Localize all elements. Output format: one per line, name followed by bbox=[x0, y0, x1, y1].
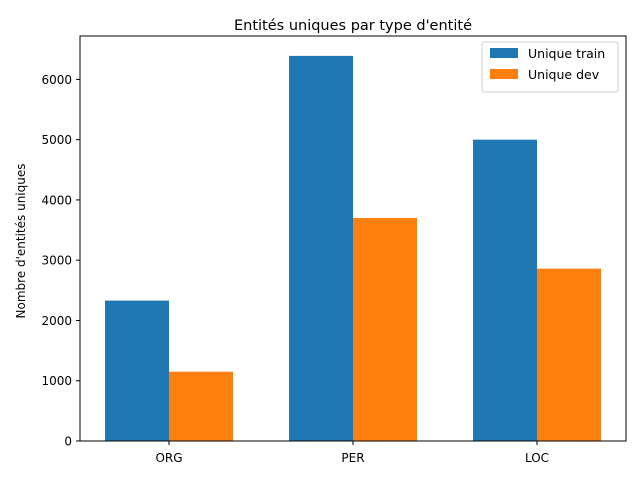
y-tick-label: 6000 bbox=[41, 73, 72, 87]
y-tick-label: 4000 bbox=[41, 193, 72, 207]
legend-label-dev: Unique dev bbox=[528, 67, 600, 82]
bar-per-train bbox=[289, 55, 353, 441]
y-tick-label: 3000 bbox=[41, 254, 72, 268]
y-axis-label: Nombre d'entités uniques bbox=[14, 164, 28, 319]
bars-layer bbox=[105, 55, 601, 442]
x-tick-label: LOC bbox=[525, 451, 549, 465]
bar-org-train bbox=[105, 300, 169, 441]
plot-frame bbox=[79, 35, 627, 442]
y-tick-label: 2000 bbox=[41, 314, 72, 328]
bar-per-dev bbox=[353, 218, 417, 441]
legend: Unique train Unique dev bbox=[481, 41, 619, 93]
bar-loc-train bbox=[473, 139, 537, 442]
y-tick-label: 0 bbox=[64, 435, 72, 449]
bar-loc-dev bbox=[537, 268, 601, 441]
legend-swatch-train bbox=[490, 48, 518, 58]
x-tick-label: PER bbox=[341, 451, 364, 465]
chart-title: Entités uniques par type d'entité bbox=[234, 18, 472, 34]
y-tick-label: 1000 bbox=[41, 374, 72, 388]
y-tick-label: 5000 bbox=[41, 133, 72, 147]
bar-org-dev bbox=[169, 371, 233, 441]
legend-swatch-dev bbox=[490, 69, 518, 79]
legend-label-train: Unique train bbox=[528, 46, 605, 61]
x-tick-label: ORG bbox=[155, 451, 182, 465]
axes-layer: ORG PER LOC 0 1000 2000 3000 4000 5000 6000 bbox=[41, 35, 627, 465]
